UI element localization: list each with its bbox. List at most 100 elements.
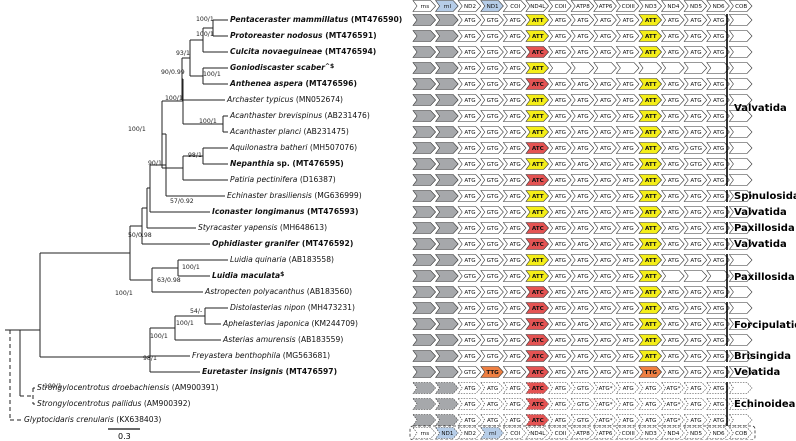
gene-box: ATG <box>706 414 730 426</box>
gene-box: ATG <box>548 286 572 298</box>
gene-box: GTG <box>570 398 595 410</box>
node-support: 100/1 <box>128 126 146 133</box>
svg-text:GTG: GTG <box>487 82 499 88</box>
gene-box: ATC <box>525 334 550 346</box>
gene-box: ATG <box>593 286 617 298</box>
gene-box: ATG <box>661 158 685 170</box>
gene-box: ATG <box>706 318 730 330</box>
svg-text:COII: COII <box>555 431 567 437</box>
svg-text:ATT: ATT <box>532 114 544 120</box>
gene-box: ATG <box>570 14 595 26</box>
gene-box: ATG <box>548 222 572 234</box>
gene-box: ATG <box>615 46 640 58</box>
svg-text:COII: COII <box>555 4 567 10</box>
gene-box: GTG <box>570 414 595 426</box>
gene-box: ATG <box>457 14 482 26</box>
gene-box: ATG <box>502 30 527 42</box>
gene-box: ATG <box>548 110 572 122</box>
gene-box <box>435 414 459 426</box>
gene-box: COIII <box>615 427 640 439</box>
svg-text:ATG: ATG <box>668 50 679 56</box>
svg-text:ATG: ATG <box>510 418 521 424</box>
svg-text:ATG: ATG <box>713 354 724 360</box>
gene-box: ATC <box>525 302 550 314</box>
svg-text:ATG: ATG <box>555 290 566 296</box>
gene-box <box>548 62 572 74</box>
gene-box: ATG <box>661 110 685 122</box>
svg-text:ATG: ATG <box>623 274 634 280</box>
gene-box: ATG <box>615 126 640 138</box>
gene-box: ATG <box>502 78 527 90</box>
taxon-label: Archaster typicus (MN052674) <box>227 95 343 105</box>
gene-box: GTG <box>480 14 504 26</box>
svg-text:ATG: ATG <box>713 18 724 24</box>
taxon-label: Luidia maculata$ <box>212 271 284 281</box>
gene-box: ATG <box>548 94 572 106</box>
gene-box: TTG <box>480 366 504 378</box>
svg-text:COB: COB <box>735 431 747 437</box>
svg-text:ATG: ATG <box>510 178 521 184</box>
svg-text:GTG: GTG <box>487 354 499 360</box>
svg-text:ATT: ATT <box>645 130 657 136</box>
gene-box: ATG <box>457 158 482 170</box>
gene-box <box>728 62 753 74</box>
svg-text:ATG: ATG <box>713 402 724 408</box>
gene-box: ATG <box>570 206 595 218</box>
gene-box: ATG <box>570 94 595 106</box>
gene-box: ATG <box>502 414 527 426</box>
gene-box <box>435 142 459 154</box>
svg-text:GTG: GTG <box>577 402 589 408</box>
gene-box: ATG <box>683 318 708 330</box>
svg-text:ND4L: ND4L <box>530 4 546 10</box>
gene-box: ATG <box>661 286 685 298</box>
gene-box: ATG <box>706 238 730 250</box>
gene-box: ATG <box>706 190 730 202</box>
gene-box: GTG <box>457 366 482 378</box>
svg-text:ATG: ATG <box>690 338 701 344</box>
gene-box: ATG <box>548 158 572 170</box>
svg-text:ATG: ATG <box>600 242 611 248</box>
gene-box: GTG <box>480 142 504 154</box>
gene-box: ATT <box>525 126 550 138</box>
gene-box: ND2 <box>457 427 482 439</box>
taxon-label: Strongylocentrotus droebachiensis (AM900… <box>37 383 218 393</box>
svg-text:ATG: ATG <box>600 34 611 40</box>
gene-box: ATG <box>683 110 708 122</box>
svg-text:ATG: ATG <box>600 114 611 120</box>
gene-box <box>728 270 753 282</box>
gene-box: ATG <box>593 254 617 266</box>
gene-box: ATT <box>525 158 550 170</box>
gene-box: ATG* <box>661 414 685 426</box>
svg-text:ATG: ATG <box>623 338 634 344</box>
svg-text:ATT: ATT <box>645 146 657 152</box>
svg-text:ATG: ATG <box>623 370 634 376</box>
gene-box: ATP8 <box>570 0 595 12</box>
svg-text:ATG: ATG <box>464 50 475 56</box>
gene-box: ATG <box>615 14 640 26</box>
gene-box: ATG <box>661 334 685 346</box>
taxon-name: Distolasterias nipon <box>230 303 306 312</box>
svg-text:ATG: ATG <box>464 242 475 248</box>
svg-text:ATG: ATG <box>623 82 634 88</box>
taxon-accession: (MT476593) <box>304 207 359 216</box>
gene-box: ATG <box>683 302 708 314</box>
svg-text:ATG: ATG <box>713 418 724 424</box>
gene-box: COB <box>728 427 753 439</box>
svg-text:ND4L: ND4L <box>530 431 546 437</box>
gene-box: ATG <box>570 270 595 282</box>
svg-text:rnl: rnl <box>489 431 497 437</box>
gene-box <box>728 414 753 426</box>
gene-box: ATG <box>570 366 595 378</box>
gene-box: ND4 <box>661 0 685 12</box>
svg-text:ATG: ATG <box>713 258 724 264</box>
svg-text:ATG: ATG <box>510 34 521 40</box>
node-support: 57/0.92 <box>170 198 194 205</box>
svg-text:ATG: ATG <box>555 210 566 216</box>
gene-box: ATG <box>548 174 572 186</box>
taxon-accession: (MH648613) <box>277 223 328 232</box>
gene-box: GTG <box>480 190 504 202</box>
gene-box: ATG <box>615 174 640 186</box>
svg-text:ATG: ATG <box>713 114 724 120</box>
gene-box: ATG <box>706 78 730 90</box>
